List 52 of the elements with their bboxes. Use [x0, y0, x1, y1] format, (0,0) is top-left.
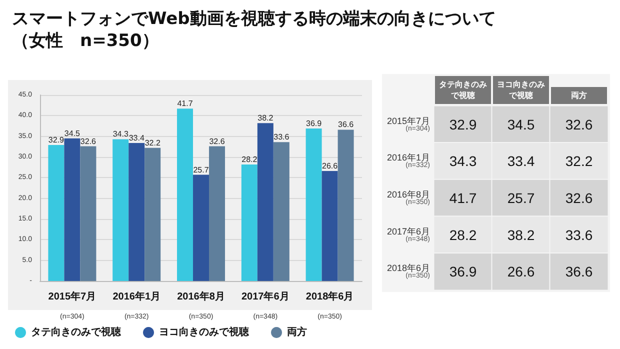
data-label: 32.2	[565, 153, 593, 170]
x-tick-label: ヨコ向きのみで視聴	[497, 80, 545, 100]
x-tick-label: タテ向きのみで視聴	[439, 80, 487, 100]
data-label: 34.3	[449, 153, 477, 170]
data-label: 33.6	[565, 226, 593, 243]
data-label: 32.6	[565, 190, 593, 206]
data-label: 36.9	[306, 118, 322, 128]
data-label: 26.6	[507, 264, 535, 280]
data-label: 41.7	[177, 99, 194, 108]
bar	[177, 108, 193, 281]
bar	[128, 142, 145, 281]
data-label: 28.2	[242, 154, 258, 164]
data-label: 36.6	[565, 264, 593, 280]
data-label: 34.3	[112, 130, 129, 139]
data-label: 33.6	[274, 132, 290, 142]
bar	[257, 123, 274, 281]
data-label: 26.6	[322, 162, 338, 171]
bar	[209, 146, 225, 281]
bar	[112, 139, 129, 281]
x-tick-label: 両方	[571, 90, 587, 100]
legend-label: ヨコ向きのみで視聴	[159, 326, 250, 338]
bar	[64, 138, 80, 281]
data-label: 41.7	[449, 190, 477, 206]
bar	[273, 142, 290, 281]
data-label: 36.9	[449, 264, 477, 280]
chart-title: スマートフォンでWeb動画を視聴する時の端末の向きについて（女性 n=350）	[12, 8, 497, 52]
bar	[144, 148, 161, 281]
bar	[80, 146, 96, 281]
legend-label: タテ向きのみで視聴	[31, 326, 122, 338]
bar	[241, 164, 258, 281]
bar	[193, 174, 209, 281]
data-label: 36.6	[338, 120, 354, 130]
data-label: 25.7	[193, 165, 210, 174]
data-label: 32.2	[144, 138, 161, 148]
data-label: 25.7	[507, 190, 535, 206]
data-label: 34.5	[64, 128, 81, 138]
data-label: 32.6	[209, 136, 226, 146]
data-label: 33.4	[128, 133, 145, 142]
data-label: 32.9	[48, 136, 65, 145]
data-label: 34.5	[507, 116, 535, 132]
data-label: 32.6	[565, 116, 593, 132]
data-label: 38.2	[258, 114, 274, 123]
bar	[306, 128, 322, 281]
legend-label: 両方	[287, 326, 307, 338]
data-label: 38.2	[507, 226, 535, 243]
data-label: 28.2	[449, 226, 477, 243]
data-label: 32.6	[80, 136, 97, 146]
bar	[338, 130, 354, 281]
bar	[322, 171, 338, 281]
data-label: 33.4	[507, 153, 535, 170]
bar	[48, 145, 64, 281]
data-label: 32.9	[449, 116, 477, 132]
